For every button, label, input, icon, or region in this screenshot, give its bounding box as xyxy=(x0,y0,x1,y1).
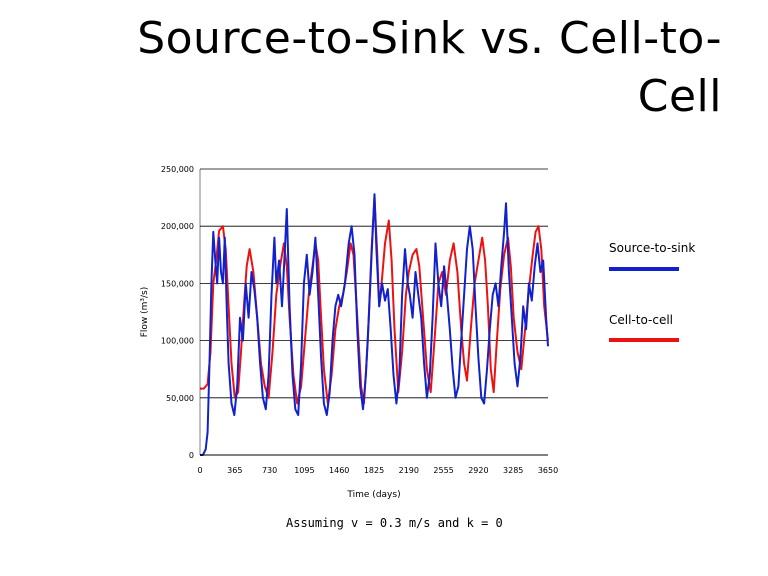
caption: Assuming v = 0.3 m/s and k = 0 xyxy=(286,516,503,530)
x-tick-label: 365 xyxy=(227,466,242,475)
slide-title-line-1: Source-to-Sink vs. Cell-to- xyxy=(137,13,722,64)
y-tick-label: 150,000 xyxy=(161,279,194,288)
x-tick-label: 2920 xyxy=(468,466,488,475)
slide-title: Source-to-Sink vs. Cell-to- Cell xyxy=(62,10,722,126)
legend-label-source-to-sink: Source-to-sink xyxy=(609,241,695,255)
x-tick-label: 0 xyxy=(197,466,202,475)
x-tick-label: 3285 xyxy=(503,466,523,475)
x-tick-label: 1460 xyxy=(329,466,349,475)
series-line-cell-to-cell xyxy=(200,196,549,405)
x-tick-labels: 0 365 730 1095 1460 1825 2190 2555 2920 3285 3650 xyxy=(197,466,558,475)
slide-title-line-2: Cell xyxy=(637,71,722,122)
x-tick-label: 1095 xyxy=(294,466,314,475)
x-tick-label: 3650 xyxy=(538,466,558,475)
series-line-source-to-sink xyxy=(200,193,549,456)
y-tick-label: 0 xyxy=(189,451,194,460)
x-tick-label: 2555 xyxy=(433,466,453,475)
y-tick-label: 200,000 xyxy=(161,222,194,231)
y-tick-label: 250,000 xyxy=(161,165,194,174)
x-tick-label: 730 xyxy=(262,466,277,475)
x-axis-label: Time (days) xyxy=(346,490,400,500)
series-lines xyxy=(200,193,549,456)
y-tick-label: 50,000 xyxy=(166,394,194,403)
x-tick-label: 1825 xyxy=(364,466,384,475)
legend-label-cell-to-cell: Cell-to-cell xyxy=(609,313,673,327)
axes xyxy=(199,169,548,456)
y-tick-labels: 0 50,000 100,000 150,000 200,000 250,000 xyxy=(161,165,194,460)
y-axis-label: Flow (m³/s) xyxy=(140,287,150,338)
legend: Source-to-sink Cell-to-cell xyxy=(609,241,695,342)
y-tick-label: 100,000 xyxy=(161,337,194,346)
x-tick-label: 2190 xyxy=(399,466,419,475)
